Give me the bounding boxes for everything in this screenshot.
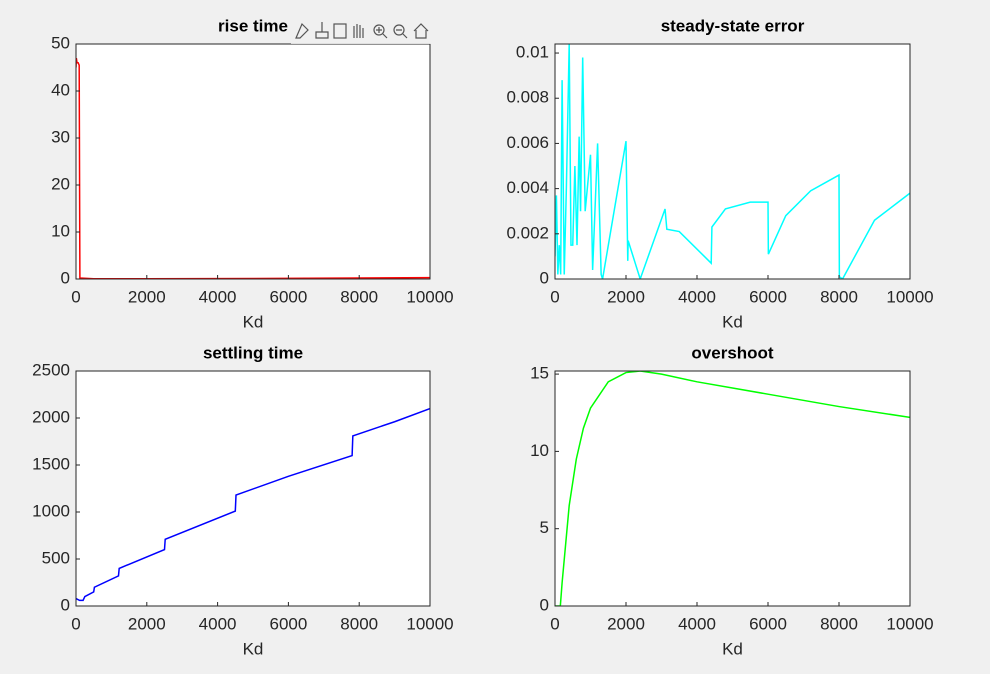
plots: 0 2000 4000 6000 8000 1000001020304050Kdrise …	[32, 16, 933, 658]
legend-tool[interactable]	[333, 23, 347, 39]
zoom-out-tool[interactable]	[393, 24, 405, 36]
data-line	[555, 371, 910, 606]
plot-area	[555, 44, 910, 279]
y-tick-label: 500	[42, 548, 70, 567]
x-tick-label: 6000	[749, 614, 787, 633]
data-line	[76, 407, 430, 602]
x-tick-label: 10000	[406, 614, 453, 633]
y-tick-label: 30	[51, 127, 70, 146]
x-tick-label: 8000	[340, 614, 378, 633]
y-tick-label: 5	[540, 518, 549, 537]
y-tick-label: 0	[540, 595, 549, 614]
data-group	[555, 44, 910, 279]
x-tick-label: 8000	[820, 614, 858, 633]
subplot: 0 2000 4000 6000 8000 10000 0 0.002 0.004 0.006 0.…	[506, 16, 933, 331]
x-tick-label: 0	[71, 614, 80, 633]
zoom-in-tool[interactable]	[373, 24, 385, 36]
x-tick-label: 10000	[886, 614, 933, 633]
x-tick-label: 0	[71, 287, 80, 306]
axes-box	[554, 43, 911, 280]
chart-title: overshoot	[691, 343, 774, 362]
y-tick-label: 1000	[32, 501, 70, 520]
y-tick-label: 0	[540, 268, 549, 287]
plot-area	[76, 44, 430, 279]
x-tick-label: 8000	[820, 287, 858, 306]
y-tick-label: 0.004	[506, 178, 549, 197]
x-tick-label: 6000	[749, 287, 787, 306]
subplot: 0 2000 4000 6000 8000 10000 0 500 1000 1500 2000 25…	[32, 343, 453, 658]
y-tick-label: 0.008	[506, 88, 549, 107]
axes-box	[75, 43, 431, 280]
y-tick-label: 0	[61, 268, 70, 287]
x-tick-label: 10000	[406, 287, 453, 306]
x-tick-label: 2000	[607, 287, 645, 306]
x-tick-label: 0	[550, 287, 559, 306]
y-tick-label: 10	[51, 221, 70, 240]
zoom-in-icon	[376, 27, 388, 39]
brush-tool[interactable]	[295, 22, 309, 39]
x-tick-label: 4000	[199, 287, 237, 306]
pan-tool[interactable]	[353, 24, 364, 38]
x-tick-label: 4000	[199, 614, 237, 633]
data-group	[76, 407, 430, 602]
x-tick-label: 6000	[269, 287, 307, 306]
data-group	[555, 371, 910, 606]
toolbar-background	[291, 18, 431, 44]
y-tick-label: 0.006	[506, 133, 549, 152]
x-tick-label: 10000	[886, 287, 933, 306]
x-axis-label: Kd	[243, 639, 264, 658]
x-axis-label: Kd	[722, 639, 743, 658]
x-tick-label: 2000	[128, 614, 166, 633]
chart-title: steady-state error	[661, 16, 805, 35]
x-axis-label: Kd	[722, 312, 743, 331]
axes-toolbar	[291, 18, 431, 44]
y-tick-label: 2000	[32, 407, 70, 426]
y-tick-label: 50	[51, 33, 70, 52]
y-tick-label: 15	[530, 364, 549, 383]
data-tips-tool[interactable]	[315, 22, 329, 39]
x-tick-label: 0	[550, 614, 559, 633]
subplot: 0 2000 4000 6000 8000 10000 0 5 10 15 Kd overshoot	[530, 343, 934, 658]
x-tick-label: 8000	[340, 287, 378, 306]
y-tick-label: 10	[530, 441, 549, 460]
data-line	[555, 44, 910, 279]
x-axis-label: Kd	[243, 312, 264, 331]
y-tick-label: 0	[61, 595, 70, 614]
y-tick-label: 0.002	[506, 223, 549, 242]
chart-title: rise time	[218, 16, 288, 35]
x-tick-label: 2000	[607, 614, 645, 633]
chart-title: settling time	[203, 343, 303, 362]
axes-box	[75, 370, 431, 607]
x-tick-label: 4000	[678, 287, 716, 306]
zoom-out-icon	[396, 29, 408, 39]
y-tick-label: 0.01	[516, 43, 549, 62]
y-tick-label: 2500	[32, 360, 70, 379]
x-tick-label: 2000	[128, 287, 166, 306]
x-tick-label: 6000	[269, 614, 307, 633]
home-tool[interactable]	[413, 23, 429, 39]
plot-area	[555, 371, 910, 606]
x-tick-label: 4000	[678, 614, 716, 633]
y-tick-label: 1500	[32, 454, 70, 473]
y-tick-label: 20	[51, 174, 70, 193]
axes-box	[554, 370, 911, 607]
subplot: 0 2000 4000 6000 8000 10000 0 10 20 30 40 50 Kd rise …	[51, 16, 454, 331]
y-tick-label: 40	[51, 80, 70, 99]
